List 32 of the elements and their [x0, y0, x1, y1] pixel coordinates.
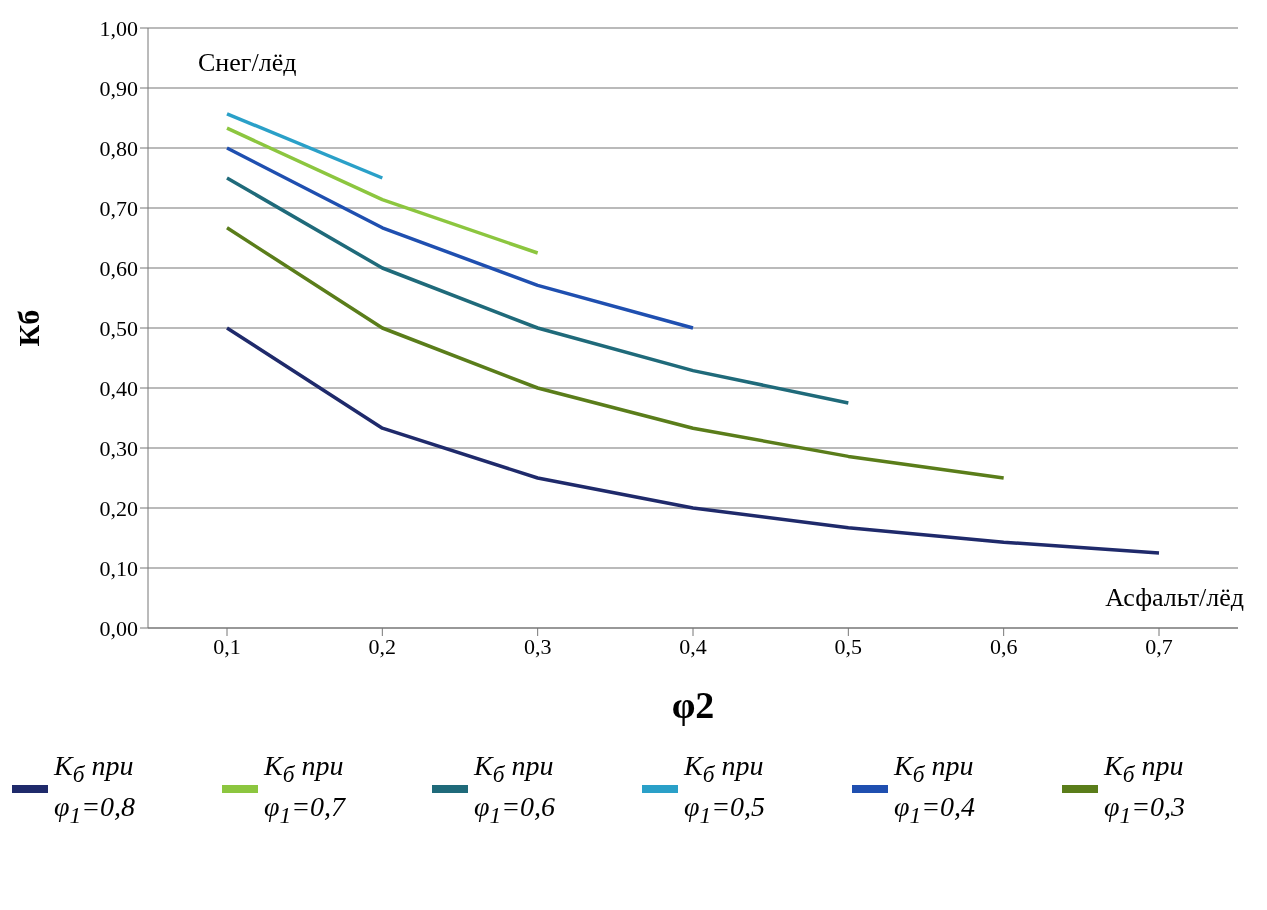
x-tick-label: 0,7 [1145, 633, 1173, 659]
legend-label: K$_{б}$ при φ$_{1}$=0,3 [1104, 749, 1187, 830]
annotation: Асфальт/лёд [1105, 583, 1244, 613]
y-tick-label: 0,50 [99, 315, 138, 341]
legend-label: K$_{б}$ при φ$_{1}$=0,5 [684, 749, 767, 830]
y-tick-label: 0,40 [99, 375, 138, 401]
y-tick-label: 0,70 [99, 195, 138, 221]
y-axis-title: Кб [11, 309, 45, 347]
legend-label: K$_{б}$ при φ$_{1}$=0,4 [894, 749, 977, 830]
y-tick-label: 0,00 [99, 615, 138, 641]
x-tick-label: 0,1 [213, 633, 241, 659]
x-tick-label: 0,4 [679, 633, 707, 659]
y-tick-label: 0,10 [99, 555, 138, 581]
y-tick-label: 0,20 [99, 495, 138, 521]
legend-label: K$_{б}$ при φ$_{1}$=0,8 [54, 749, 137, 830]
y-tick-label: 0,90 [99, 75, 138, 101]
line-series [225, 326, 1161, 555]
x-tick-label: 0,2 [368, 633, 397, 659]
line-series [225, 176, 851, 405]
line-series [225, 226, 1006, 480]
y-tick-label: 0,80 [99, 135, 138, 161]
x-tick-label: 0,5 [834, 633, 863, 659]
line-series [225, 146, 695, 330]
x-tick-label: 0,3 [523, 633, 552, 659]
legend-label: K$_{б}$ при φ$_{1}$=0,7 [264, 749, 347, 830]
y-tick-label: 1,00 [99, 15, 138, 41]
annotation: Снег/лёд [198, 48, 297, 78]
x-axis-title: φ2 [671, 684, 715, 726]
legend-label: K$_{б}$ при φ$_{1}$=0,6 [474, 749, 557, 830]
y-tick-label: 0,30 [99, 435, 138, 461]
x-tick-label: 0,6 [989, 633, 1018, 659]
y-tick-label: 0,60 [99, 255, 138, 281]
